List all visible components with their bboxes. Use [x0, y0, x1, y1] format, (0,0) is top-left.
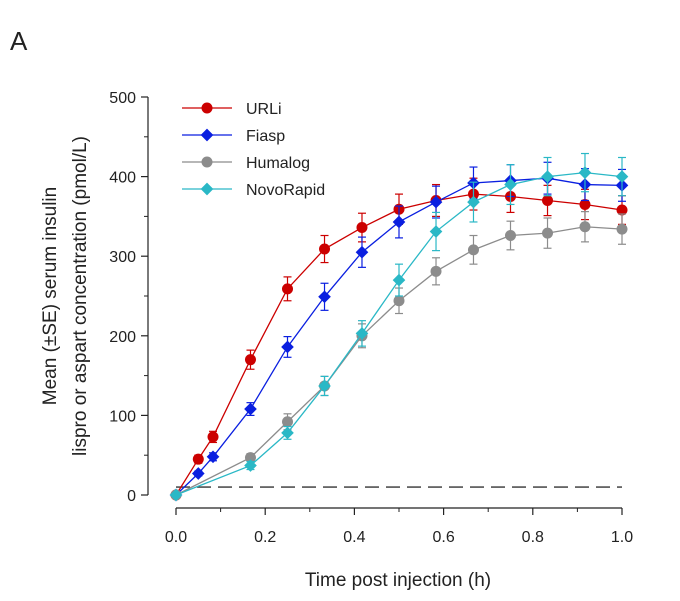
- legend: URLi Fiasp Humalog NovoRapid: [182, 101, 325, 199]
- data-point-humalog: [542, 227, 554, 239]
- data-point-novorapid: [281, 426, 294, 440]
- x-tick-label: 0.6: [432, 529, 454, 546]
- legend-label-fiasp: Fiasp: [246, 128, 285, 145]
- legend-label-novorapid: NovoRapid: [246, 182, 325, 199]
- data-point-novorapid: [467, 195, 480, 209]
- data-point-novorapid: [615, 170, 629, 183]
- x-tick-label: 0.4: [343, 529, 365, 546]
- data-point-urli: [616, 204, 628, 216]
- data-point-urli: [319, 243, 331, 255]
- data-point-humalog: [467, 244, 479, 256]
- series-novorapid: [169, 152, 629, 502]
- legend-item-urli: URLi: [182, 101, 282, 118]
- y-axis-title-line1: Mean (±SE) serum insulin: [40, 187, 61, 405]
- data-point-humalog: [282, 416, 293, 428]
- data-point-novorapid: [318, 379, 331, 393]
- panel-label: A: [10, 26, 28, 56]
- data-point-novorapid: [429, 225, 443, 238]
- x-axis-title: Time post injection (h): [305, 570, 491, 591]
- legend-item-fiasp: Fiasp: [182, 128, 285, 145]
- data-point-novorapid: [392, 273, 406, 287]
- legend-marker-novorapid: [200, 182, 214, 196]
- data-point-urli: [579, 198, 591, 210]
- x-tick-label: 0.8: [522, 529, 544, 546]
- y-tick-label: 100: [109, 408, 136, 425]
- data-point-humalog: [579, 221, 591, 233]
- data-point-humalog: [505, 230, 516, 242]
- x-tick-label: 0.0: [165, 529, 187, 546]
- legend-item-humalog: Humalog: [182, 155, 310, 172]
- y-tick-label: 300: [109, 249, 136, 266]
- y-tick-label: 400: [109, 170, 136, 187]
- data-point-fiasp: [318, 290, 331, 304]
- legend-label-urli: URLi: [246, 101, 282, 118]
- data-point-novorapid: [578, 166, 592, 179]
- data-point-fiasp: [392, 215, 406, 229]
- legend-label-humalog: Humalog: [246, 155, 310, 172]
- data-point-fiasp: [355, 245, 369, 259]
- data-point-novorapid: [244, 459, 257, 472]
- series-line-urli: [175, 193, 623, 496]
- data-point-urli: [282, 283, 293, 295]
- y-axis-title-line2: lispro or aspart concentration (pmol/L): [70, 136, 91, 456]
- data-point-fiasp: [206, 450, 220, 464]
- series-line-novorapid: [175, 171, 623, 496]
- data-point-urli: [542, 194, 554, 206]
- x-tick-label: 1.0: [611, 529, 633, 546]
- data-point-urli: [244, 354, 256, 366]
- data-point-humalog: [616, 223, 628, 235]
- legend-marker-urli: [201, 102, 213, 114]
- data-point-novorapid: [355, 327, 369, 340]
- y-tick-label: 200: [109, 329, 136, 346]
- data-point-urli: [192, 453, 204, 465]
- data-point-humalog: [393, 295, 405, 307]
- series-humalog: [170, 211, 628, 501]
- y-tick-label: 0: [127, 488, 136, 505]
- data-point-fiasp: [244, 402, 257, 416]
- data-point-urli: [207, 431, 219, 443]
- data-point-fiasp: [281, 340, 294, 354]
- plot-area: 0.0 0.2 0.4 0.6 0.8 1.0 0 100 200 300 400 500: [109, 90, 633, 546]
- series-fiasp: [169, 161, 629, 502]
- data-point-humalog: [430, 265, 442, 277]
- data-point-novorapid: [169, 488, 183, 502]
- legend-marker-fiasp: [200, 128, 214, 142]
- legend-marker-humalog: [201, 156, 213, 168]
- data-point-novorapid: [504, 178, 517, 191]
- data-point-urli: [356, 222, 368, 234]
- data-point-fiasp: [429, 195, 443, 209]
- legend-item-novorapid: NovoRapid: [182, 182, 325, 199]
- data-point-novorapid: [541, 170, 554, 183]
- series-line-humalog: [175, 226, 623, 496]
- x-tick-label: 0.2: [254, 529, 276, 546]
- data-point-fiasp: [191, 467, 205, 480]
- y-tick-label: 500: [109, 90, 136, 107]
- data-point-humalog: [244, 452, 256, 464]
